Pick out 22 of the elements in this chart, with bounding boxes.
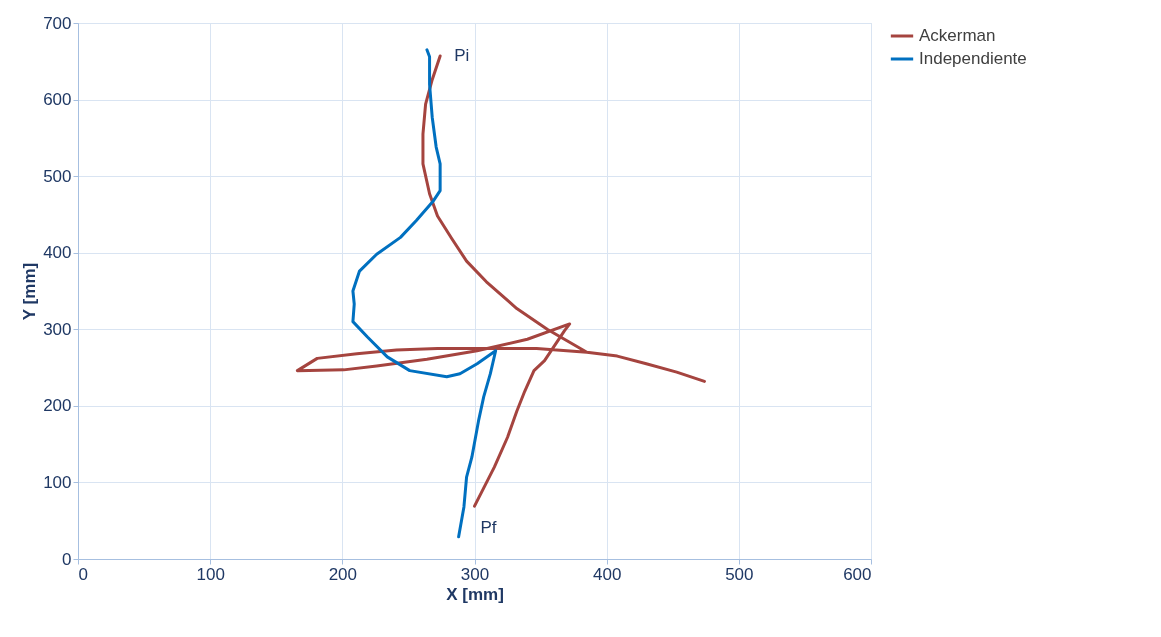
x-tick-label: 500 bbox=[725, 564, 754, 584]
x-tick-label: 100 bbox=[196, 564, 225, 584]
y-tick-label: 500 bbox=[43, 166, 72, 186]
x-tick-label: 300 bbox=[460, 564, 490, 584]
y-tick-label: 200 bbox=[43, 396, 72, 416]
y-tick-label: 400 bbox=[43, 243, 72, 263]
x-tick-label: 0 bbox=[78, 564, 88, 584]
y-tick-label: 100 bbox=[43, 472, 72, 492]
x-tick-label: 400 bbox=[592, 564, 622, 584]
y-tick-label: 300 bbox=[43, 319, 72, 339]
x-axis-title: X [mm] bbox=[446, 584, 504, 604]
y-tick-label: 700 bbox=[43, 13, 72, 33]
annotation: Pi bbox=[454, 45, 470, 65]
y-tick-label: 600 bbox=[43, 90, 72, 110]
x-tick-label: 600 bbox=[843, 564, 872, 584]
legend-label: Independiente bbox=[919, 49, 1027, 68]
y-tick-label: 0 bbox=[62, 549, 72, 569]
y-axis-title: Y [mm] bbox=[20, 262, 40, 321]
x-tick-label: 200 bbox=[328, 564, 358, 584]
annotation: Pf bbox=[480, 518, 497, 538]
line-series bbox=[351, 48, 498, 539]
legend-label: Ackerman bbox=[919, 26, 996, 45]
